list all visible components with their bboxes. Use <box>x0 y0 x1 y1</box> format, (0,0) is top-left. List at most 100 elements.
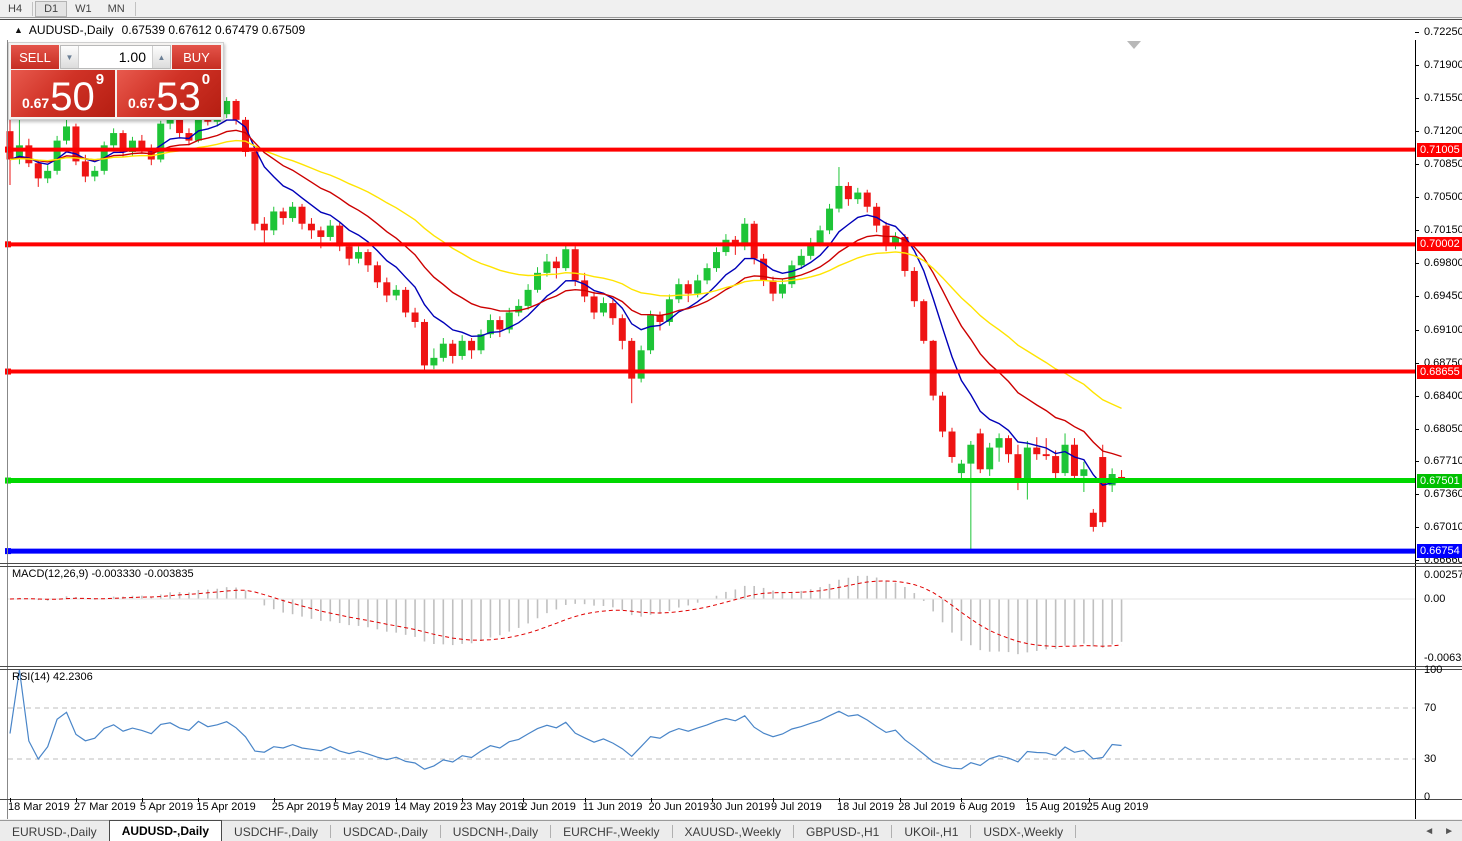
candle-body <box>1099 457 1107 523</box>
candle-body <box>81 161 89 177</box>
price-axis-label: 0.69800 <box>1424 257 1462 270</box>
sell-button[interactable]: SELL <box>11 45 60 69</box>
candle-body <box>458 340 466 356</box>
price-axis-tick <box>1415 197 1419 199</box>
price-axis-tick <box>1415 460 1419 462</box>
buy-price-button[interactable]: 0.67 53 0 <box>117 70 221 117</box>
rsi-axis-label: 30 <box>1424 753 1437 765</box>
tab-scroll-left-icon[interactable]: ◄ <box>1424 825 1435 837</box>
chart-tab-eurchf[interactable]: EURCHF-,Weekly <box>563 824 660 839</box>
candle-body <box>185 133 193 141</box>
line-handle[interactable] <box>5 477 11 484</box>
candle-body <box>665 299 673 322</box>
buy-button[interactable]: BUY <box>172 45 221 69</box>
timeframe-button-d1[interactable]: D1 <box>35 0 68 17</box>
chart-tab-gbpusd[interactable]: GBPUSD-,H1 <box>806 824 880 839</box>
candle-body <box>760 258 768 281</box>
price-axis-label: 0.72250 <box>1424 26 1462 38</box>
candle-body <box>232 100 240 120</box>
price-line-tag: 0.71005 <box>1417 142 1462 157</box>
candle-body <box>53 140 61 171</box>
candle-body <box>826 208 834 231</box>
chart-tab-usdchf[interactable]: USDCHF-,Daily <box>234 824 319 839</box>
chart-tab-usdcad[interactable]: USDCAD-,Daily <box>343 824 428 839</box>
candle-body <box>223 100 231 115</box>
candle-body <box>882 225 890 245</box>
date-axis-label: 5 Apr 2019 <box>139 801 194 813</box>
price-axis-label: 0.67710 <box>1424 454 1462 467</box>
line-handle[interactable] <box>5 548 11 555</box>
line-handle[interactable] <box>5 146 11 153</box>
candle-body <box>1033 447 1041 455</box>
volume-input[interactable]: 1.00 <box>79 46 152 68</box>
timeframe-button-h4[interactable]: H4 <box>8 2 23 15</box>
timeframe-button-mn[interactable]: MN <box>107 2 125 15</box>
tab-scroll-right-icon[interactable]: ► <box>1444 825 1454 837</box>
candle-body <box>364 252 372 266</box>
line-handle[interactable] <box>5 368 11 375</box>
candle-body <box>628 340 636 379</box>
candle-body <box>618 318 626 341</box>
candle-body <box>373 265 381 283</box>
chart-tab-usdcnh[interactable]: USDCNH-,Daily <box>452 824 539 839</box>
candle-body <box>1080 469 1088 476</box>
date-axis-tick <box>75 798 77 802</box>
candle-body <box>599 303 607 313</box>
candle-body <box>524 289 532 306</box>
chart-shift-marker-icon[interactable] <box>1127 41 1141 49</box>
price-axis-tick <box>1415 98 1419 100</box>
chart-tab-ukoil[interactable]: UKOil-,H1 <box>904 824 959 839</box>
collapse-arrow-icon[interactable]: ▲ <box>14 25 23 35</box>
moving-average-line <box>9 119 1122 486</box>
symbol-title: AUDUSD-,Daily <box>28 23 114 37</box>
candle-body <box>1070 444 1078 476</box>
chart-tab-xauusd[interactable]: XAUUSD-,Weekly <box>684 824 781 839</box>
candle-body <box>995 438 1003 448</box>
candle-body <box>128 140 136 152</box>
candle-body <box>194 104 202 141</box>
line-handle[interactable] <box>5 241 11 248</box>
candle-body <box>891 236 899 245</box>
volume-increase-icon[interactable]: ▲ <box>152 46 170 68</box>
date-axis-label: 2 Jun 2019 <box>521 801 576 813</box>
candle-body <box>976 433 984 470</box>
price-axis-label: 0.70850 <box>1424 158 1462 171</box>
sell-price-big: 50 <box>50 75 95 119</box>
tab-separator <box>330 824 332 838</box>
chart-tab-eurusd[interactable]: EURUSD-,Daily <box>12 824 97 839</box>
candle-body <box>863 192 871 207</box>
price-axis-tick <box>1415 329 1419 331</box>
candle-body <box>534 272 542 290</box>
candle-body <box>788 265 796 285</box>
chart-tab-usdx[interactable]: USDX-,Weekly <box>983 824 1064 839</box>
date-axis-label: 6 Aug 2019 <box>959 801 1016 813</box>
candle-body <box>1089 512 1097 527</box>
one-click-trading-panel: SELL ▼ 1.00 ▲ BUY 0.67 50 9 0.67 53 0 <box>8 42 224 120</box>
date-axis-tick <box>141 798 143 802</box>
ohlc-values: 0.67539 0.67612 0.67479 0.67509 <box>121 23 306 37</box>
panel-separator[interactable] <box>0 563 1462 564</box>
volume-decrease-icon[interactable]: ▼ <box>61 46 79 68</box>
timeframe-button-w1[interactable]: W1 <box>75 2 92 15</box>
price-axis-tick <box>1415 164 1419 166</box>
price-axis-label: 0.67360 <box>1424 487 1462 500</box>
candle-body <box>590 296 598 313</box>
price-axis-tick <box>1415 395 1419 397</box>
date-axis-tick <box>273 798 275 802</box>
date-axis-label: 25 Apr 2019 <box>271 801 332 813</box>
sell-price-prefix: 0.67 <box>21 95 50 111</box>
date-axis-tick <box>584 798 586 802</box>
candle-body <box>392 289 400 296</box>
timeframe-toolbar: H4 D1 W1 MN <box>0 0 1462 18</box>
date-axis-label: 28 Jul 2019 <box>898 801 956 813</box>
price-axis-tick <box>1415 526 1419 528</box>
chart-tab-audusd[interactable]: AUDUSD-,Daily <box>108 820 223 841</box>
candle-body <box>307 223 315 231</box>
tab-scroll-buttons: ◄ ► <box>1424 826 1462 837</box>
plot-left-border <box>7 40 8 819</box>
sell-price-button[interactable]: 0.67 50 9 <box>11 70 115 117</box>
panel-separator[interactable] <box>0 566 1462 567</box>
panel-separator[interactable] <box>0 666 1462 667</box>
panel-separator[interactable] <box>0 669 1462 670</box>
